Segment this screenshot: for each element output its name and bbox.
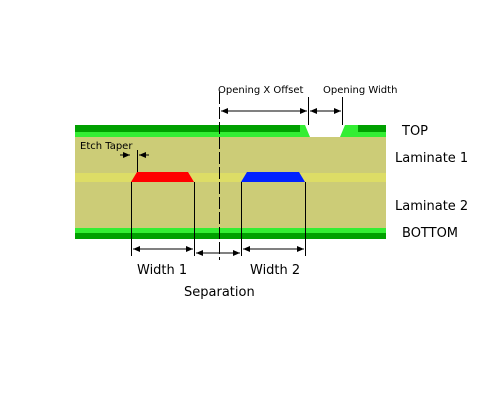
top-plane-left xyxy=(75,125,300,132)
opening-x-offset-label: Opening X Offset xyxy=(218,85,304,96)
top-solder-mask xyxy=(75,125,386,137)
bottom-solder-mask xyxy=(75,228,386,233)
dimension-guides xyxy=(131,92,343,260)
opening-width-label: Opening Width xyxy=(323,85,397,96)
top-plane-right xyxy=(358,125,386,132)
top-layer-label: TOP xyxy=(401,124,428,139)
laminate-2-label: Laminate 2 xyxy=(395,199,468,214)
laminate-boundary-stripe xyxy=(75,173,386,182)
bottom-layer-label: BOTTOM xyxy=(402,226,458,241)
trace-2 xyxy=(241,172,305,182)
trace-1 xyxy=(131,172,194,182)
bottom-plane xyxy=(75,233,386,239)
laminate-1-label: Laminate 1 xyxy=(395,151,468,166)
dimension-arrows xyxy=(120,108,341,256)
separation-label: Separation xyxy=(184,285,255,300)
width-2-label: Width 2 xyxy=(250,263,300,278)
width-1-label: Width 1 xyxy=(137,263,187,278)
etch-taper-label: Etch Taper xyxy=(80,141,133,152)
